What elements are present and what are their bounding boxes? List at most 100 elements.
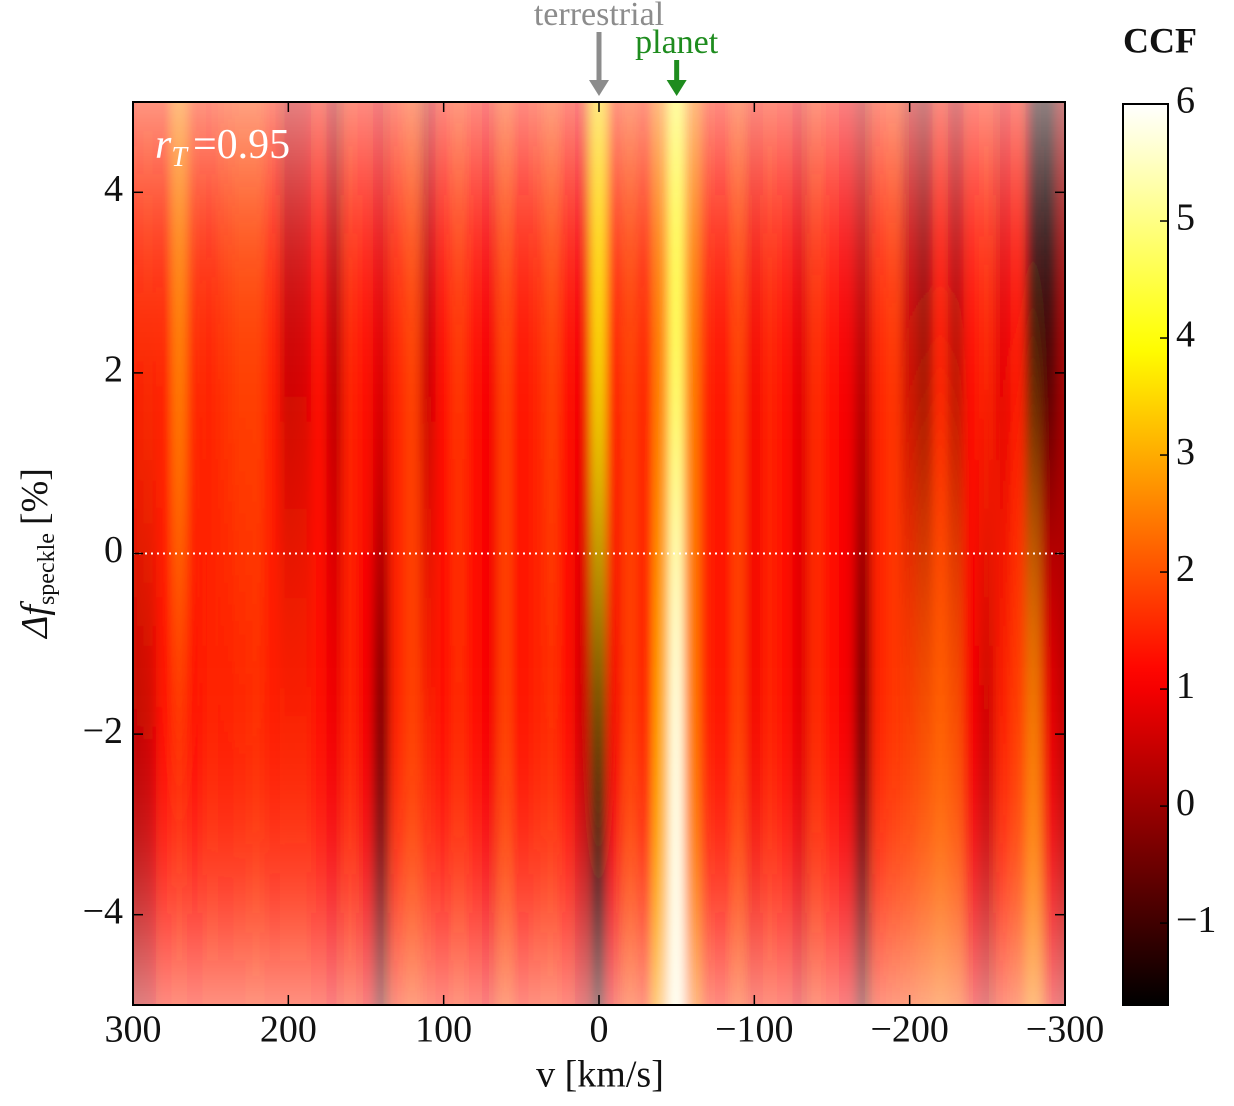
heatmap-cell	[683, 102, 701, 554]
heatmap-cell	[792, 102, 810, 554]
heatmap-cell	[683, 553, 701, 1005]
y-label-unit: [%]	[14, 468, 56, 525]
heatmap-cell	[419, 553, 437, 1005]
heatmap-cell	[497, 102, 515, 554]
x-axis-label: v [km/s]	[536, 1054, 664, 1096]
colorbar-tick-label: 6	[1176, 80, 1195, 122]
heatmap-cell	[854, 553, 872, 1005]
heatmap-cell	[388, 102, 406, 554]
heatmap-cell	[870, 102, 887, 554]
y-tick-label: 4	[104, 168, 123, 210]
heatmap-cell	[249, 102, 266, 554]
colorbar-tick-label: −1	[1176, 899, 1216, 941]
heatmap-cell	[932, 553, 949, 1005]
heatmap-cell	[652, 553, 670, 1005]
heatmap-cell	[637, 553, 654, 1005]
heatmap-cell	[808, 102, 825, 554]
heatmap-cell	[171, 553, 188, 1005]
heatmap-cell	[575, 553, 592, 1005]
heatmap-cell	[357, 553, 375, 1005]
y-label-sub: speckle	[34, 533, 60, 605]
heatmap-cell	[186, 102, 204, 554]
heatmap-cell	[202, 553, 219, 1005]
x-tick-label: −100	[715, 1009, 793, 1051]
heatmap-cell	[1056, 553, 1065, 1005]
colorbar-tick-label: 3	[1176, 431, 1195, 473]
heatmap-cell	[202, 102, 219, 554]
heatmap-cell	[559, 102, 577, 554]
heatmap-cell	[326, 102, 344, 554]
y-tick-label: −2	[83, 710, 123, 752]
heatmap-cell	[357, 102, 375, 554]
x-tick-label: 0	[590, 1009, 609, 1051]
heatmap-cell	[482, 102, 499, 554]
heatmap	[133, 102, 1065, 1005]
inset-main: r	[155, 122, 172, 168]
colorbar-tick-label: 1	[1176, 665, 1195, 707]
heatmap-cell	[497, 553, 515, 1005]
heatmap-cell	[388, 553, 406, 1005]
heatmap-cell	[994, 553, 1012, 1005]
heatmap-cell	[1041, 102, 1058, 554]
heatmap-cell	[264, 553, 282, 1005]
x-tick-label: 100	[415, 1009, 472, 1051]
colorbar-tick-label: 0	[1176, 782, 1195, 824]
y-tick-label: 2	[104, 349, 123, 391]
overlay: 300 200 100 0 −100 −200 −300 −4 −2 0 2 4 terrestrial…	[83, 0, 1217, 1051]
heatmap-cell	[963, 553, 981, 1005]
heatmap-cell	[715, 553, 732, 1005]
y-axis-label: Δfspeckle [%]	[14, 468, 60, 640]
heatmap-cell	[901, 102, 918, 554]
heatmap-cell	[264, 102, 282, 554]
heatmap-cell	[528, 102, 546, 554]
heatmap-cell	[746, 102, 763, 554]
heatmap-cell	[171, 102, 188, 554]
annotation: terrestrial	[534, 0, 664, 33]
heatmap-cell	[637, 102, 654, 554]
heatmap-cell	[140, 102, 157, 554]
heatmap-cell	[839, 553, 856, 1005]
heatmap-cell	[730, 553, 748, 1005]
heatmap-cell	[528, 553, 546, 1005]
heatmap-cell	[963, 102, 981, 554]
heatmap-cell	[140, 553, 157, 1005]
heatmap-cell	[606, 553, 623, 1005]
heatmap-cell	[854, 102, 872, 554]
heatmap-cell	[311, 553, 328, 1005]
heatmap-cell	[155, 102, 173, 554]
heatmap-cell	[761, 553, 779, 1005]
heatmap-cell	[450, 553, 468, 1005]
heatmap-cell	[870, 553, 887, 1005]
heatmap-cell	[948, 102, 965, 554]
x-tick-label: 200	[260, 1009, 317, 1051]
heatmap-cell	[590, 553, 608, 1005]
heatmap-cell	[435, 102, 452, 554]
x-tick-label: 300	[105, 1009, 162, 1051]
heatmap-cell	[715, 102, 732, 554]
heatmap-cell	[979, 553, 996, 1005]
heatmap-cell	[777, 553, 794, 1005]
heatmap-cell	[1010, 102, 1027, 554]
heatmap-cell	[186, 553, 204, 1005]
heatmap-cell	[233, 553, 250, 1005]
heatmap-cell	[1025, 102, 1043, 554]
heatmap-cell	[699, 102, 716, 554]
x-tick-label: −300	[1026, 1009, 1104, 1051]
y-label-main: Δf	[14, 601, 56, 640]
heatmap-cell	[249, 553, 266, 1005]
heatmap-cell	[435, 553, 452, 1005]
heatmap-cell	[839, 102, 856, 554]
heatmap-cell	[1056, 102, 1065, 554]
heatmap-cell	[948, 553, 965, 1005]
heatmap-cell	[482, 553, 499, 1005]
heatmap-cell	[901, 553, 918, 1005]
heatmap-cell	[133, 553, 142, 1005]
heatmap-cell	[233, 102, 250, 554]
inset-rest: =0.95	[193, 122, 290, 168]
heatmap-cell	[326, 553, 344, 1005]
heatmap-cell	[559, 553, 577, 1005]
heatmap-cell	[544, 553, 561, 1005]
heatmap-cell	[466, 553, 483, 1005]
heatmap-cell	[1010, 553, 1027, 1005]
heatmap-cell	[295, 102, 313, 554]
